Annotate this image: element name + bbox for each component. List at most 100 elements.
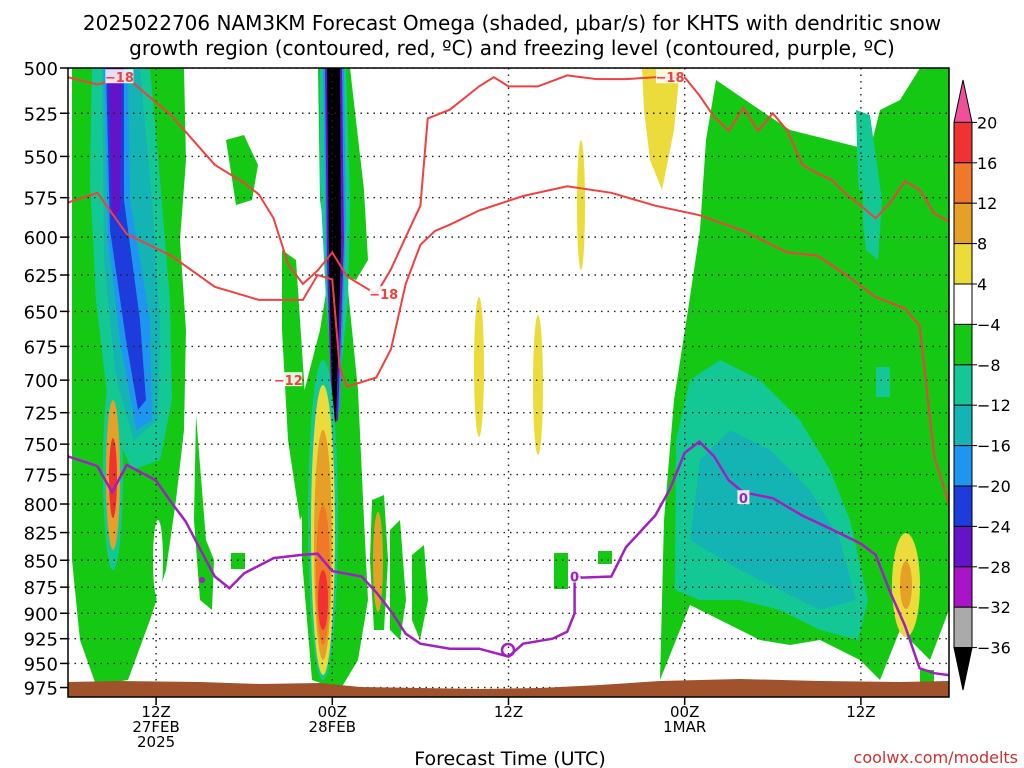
colorbar-swatch: [953, 323, 973, 366]
colorbar-label: 12: [977, 194, 997, 213]
colorbar-label: −28: [977, 558, 1011, 577]
omega-region: [554, 553, 568, 589]
colorbar-label: 8: [977, 235, 987, 254]
terrain: [68, 679, 949, 697]
y-tick-label: 950: [24, 654, 58, 675]
y-tick-label: 850: [24, 551, 58, 572]
colorbar-swatch: [953, 202, 973, 245]
colorbar-swatch: [953, 121, 973, 164]
contour-label-bg: [369, 286, 398, 301]
omega-region: [412, 545, 428, 640]
colorbar-label: −16: [977, 437, 1011, 456]
omega-region: [642, 68, 680, 190]
colorbar-label: −20: [977, 477, 1011, 496]
y-tick-label: 750: [24, 435, 58, 456]
x-tick-label: 12Z: [846, 703, 875, 721]
omega-region: [900, 561, 912, 609]
y-tick-label: 550: [24, 147, 58, 168]
omega-region: [373, 512, 383, 612]
contour-label: 0: [570, 570, 579, 585]
omega-region: [474, 297, 484, 437]
x-tick-label: 00Z: [670, 703, 699, 721]
colorbar-swatch: [953, 364, 973, 406]
colorbar: 20 16 12 8 4 −4 −8 −12 −16 −20 −24 −28 −32 −36: [953, 79, 1011, 691]
colorbar-label: −36: [977, 639, 1011, 658]
colorbar-swatch: [953, 404, 973, 447]
dgz-minus18-contour: [68, 74, 949, 296]
colorbar-swatch: [953, 566, 973, 608]
chart-title-line1: 2025022706 NAM3KM Forecast Omega (shaded…: [83, 11, 941, 35]
omega-region: [390, 520, 406, 640]
x-tick-label: 2025: [137, 733, 175, 751]
colorbar-label: 20: [977, 113, 997, 132]
contour-label-bg: [568, 568, 581, 583]
colorbar-swatch: [953, 162, 973, 204]
colorbar-swatch: [953, 445, 973, 487]
y-tick-label: 925: [24, 630, 58, 651]
y-tick-label: 725: [24, 404, 58, 425]
y-tick-label: 900: [24, 604, 58, 625]
y-tick-label: 875: [24, 578, 58, 599]
omega-region: [153, 520, 163, 600]
y-tick-label: 675: [24, 337, 58, 358]
x-tick-label: 1MAR: [663, 718, 706, 736]
y-tick-label: 625: [24, 266, 58, 287]
plot-area: −18 −18 −18 −12 0 0: [67, 67, 950, 698]
colorbar-swatch: [953, 79, 973, 123]
x-tick-label: 12Z: [141, 703, 170, 721]
freezing-level-dot: [199, 577, 205, 583]
colorbar-swatch: [953, 243, 973, 285]
contour-label-bg: [274, 372, 303, 387]
y-axis: 500 525 550 575 600 625 650 675 700 725 750 775 800 8…: [24, 59, 68, 700]
colorbar-label: −32: [977, 598, 1011, 617]
colorbar-label: −12: [977, 396, 1011, 415]
contour-label-bg: [737, 490, 750, 505]
omega-region: [108, 68, 122, 220]
y-tick-label: 700: [24, 371, 58, 392]
y-tick-label: 600: [24, 228, 58, 249]
x-tick-label: 27FEB: [132, 718, 179, 736]
contour-label-bg: [656, 69, 685, 84]
omega-region: [109, 438, 117, 518]
credit-text: coolwx.com/modelts: [854, 748, 1018, 767]
y-tick-label: 975: [24, 679, 58, 700]
grid: [68, 68, 949, 697]
y-tick-label: 650: [24, 302, 58, 323]
y-tick-label: 525: [24, 104, 58, 125]
colorbar-swatch: [953, 283, 973, 325]
colorbar-swatch: [953, 485, 973, 527]
colorbar-label: −4: [977, 315, 1001, 334]
contour-labels: −18 −18 −18 −12 0 0: [105, 69, 750, 585]
omega-region: [926, 68, 949, 418]
omega-region: [231, 553, 245, 569]
chart-title-line2: growth region (contoured, red, ºC) and f…: [129, 36, 895, 60]
omega-region: [533, 315, 543, 455]
contour-label: 0: [739, 492, 748, 507]
contour-label: −18: [105, 71, 134, 86]
omega-region: [876, 367, 890, 397]
omega-region: [318, 570, 328, 630]
omega-region: [194, 415, 214, 610]
contour-label: −12: [274, 374, 303, 389]
contour-label: −18: [656, 71, 685, 86]
y-tick-label: 575: [24, 189, 58, 210]
contours: [68, 74, 949, 677]
y-tick-label: 775: [24, 466, 58, 487]
x-tick-label: 00Z: [318, 703, 347, 721]
colorbar-swatch: [953, 525, 973, 568]
dgz-minus12-contour: [68, 185, 949, 505]
colorbar-swatch: [953, 606, 973, 649]
y-tick-label: 825: [24, 524, 58, 545]
colorbar-label: 4: [977, 275, 987, 294]
omega-region: [577, 140, 585, 270]
omega-region: [856, 110, 882, 260]
colorbar-label: −24: [977, 517, 1011, 536]
x-tick-label: 12Z: [494, 703, 523, 721]
contour-label: −18: [369, 288, 398, 303]
omega-region: [845, 190, 863, 235]
contour-label-bg: [105, 69, 134, 84]
colorbar-label: 16: [977, 154, 997, 173]
x-tick-label: 28FEB: [309, 718, 356, 736]
